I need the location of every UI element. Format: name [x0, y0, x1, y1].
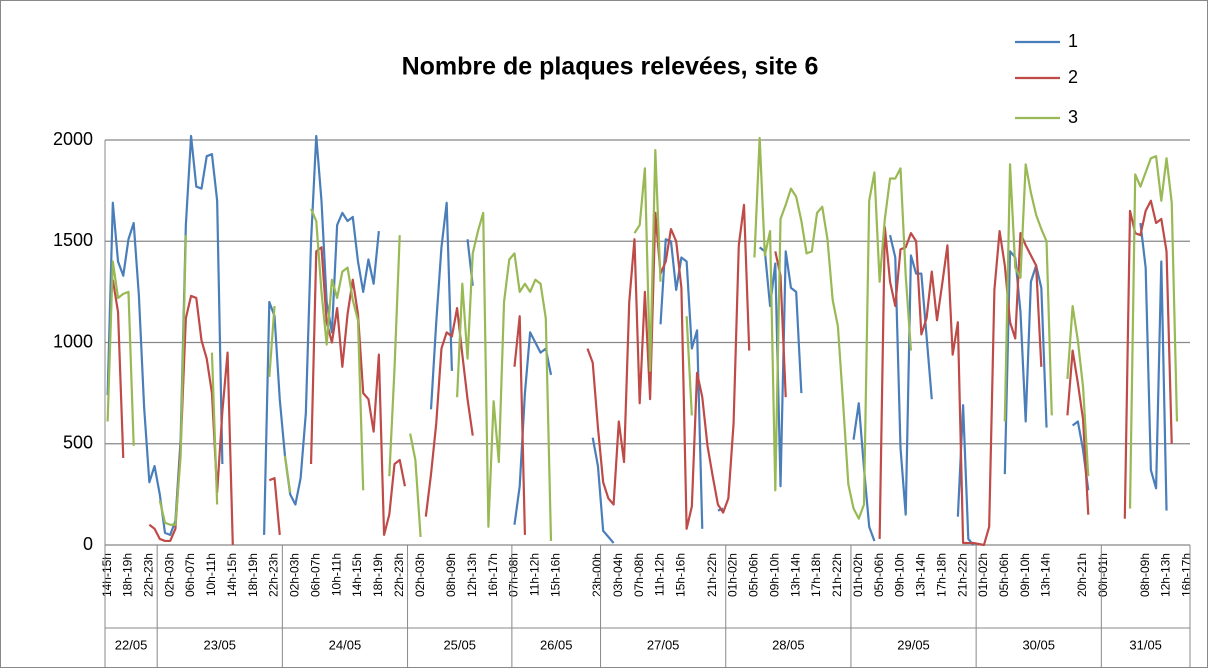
x-tick-label: 01h-02h	[851, 553, 865, 597]
x-tick-label: 05h-06h	[997, 553, 1011, 597]
x-tick-label: 18h-19h	[246, 553, 260, 597]
legend-label: 1	[1068, 31, 1078, 51]
y-tick-label: 1500	[53, 230, 93, 250]
x-tick-label: 22h-23h	[142, 553, 156, 597]
x-tick-label: 01h-02h	[976, 553, 990, 597]
x-tick-label: 18h-19h	[371, 553, 385, 597]
group-label: 29/05	[897, 637, 930, 652]
x-tick-label: 07h-08h	[632, 553, 646, 597]
x-tick-label: 11h-12h	[653, 553, 667, 596]
group-label: 24/05	[329, 637, 362, 652]
x-tick-label: 16h-17h	[1180, 553, 1194, 597]
y-tick-label: 1000	[53, 331, 93, 351]
group-label: 26/05	[540, 637, 573, 652]
x-tick-label: 06h-07h	[308, 553, 322, 597]
x-tick-label: 17h-18h	[809, 553, 823, 597]
y-tick-label: 2000	[53, 129, 93, 149]
legend-label: 2	[1068, 67, 1078, 87]
x-tick-label: 05h-06h	[872, 553, 886, 597]
x-tick-label: 20h-21h	[1075, 553, 1089, 597]
x-tick-label: 02h-03h	[162, 553, 176, 597]
group-label: 22/05	[115, 637, 148, 652]
x-tick-label: 05h-06h	[747, 553, 761, 597]
x-tick-label: 17h-18h	[934, 553, 948, 597]
x-tick-label: 09h-10h	[767, 553, 781, 597]
x-tick-label: 15h-16h	[674, 553, 688, 597]
group-label: 30/05	[1022, 637, 1055, 652]
chart-title: Nombre de plaques relevées, site 6	[402, 53, 819, 81]
group-label: 31/05	[1129, 637, 1162, 652]
x-tick-label: 16h-17h	[486, 553, 500, 597]
y-tick-label: 0	[83, 534, 93, 554]
x-tick-label: 01h-02h	[726, 553, 740, 597]
group-label: 23/05	[203, 637, 236, 652]
x-tick-label: 13h-14h	[788, 553, 802, 597]
x-tick-label: 14h-15h	[100, 553, 114, 597]
x-tick-label: 06h-07h	[183, 553, 197, 597]
series-line	[106, 136, 1179, 541]
series-line	[106, 134, 1168, 546]
x-tick-label: 09h-10h	[1018, 553, 1032, 597]
x-tick-label: 14h-15h	[225, 553, 239, 597]
x-tick-label: 08h-09h	[444, 553, 458, 597]
group-label: 27/05	[647, 637, 680, 652]
x-tick-label: 08h-09h	[1138, 553, 1152, 597]
y-tick-label: 500	[63, 433, 93, 453]
x-tick-label: 12h-13h	[1159, 553, 1173, 597]
x-tick-label: 10h-11h	[329, 553, 343, 596]
x-tick-label: 13h-14h	[1039, 553, 1053, 597]
x-tick-label: 15h-16h	[548, 553, 562, 597]
x-tick-label: 21h-22h	[705, 553, 719, 597]
group-label: 28/05	[772, 637, 805, 652]
x-tick-label: 21h-22h	[830, 553, 844, 597]
x-tick-label: 03h-04h	[611, 553, 625, 597]
x-tick-label: 07h-08h	[507, 553, 521, 597]
x-tick-label: 09h-10h	[893, 553, 907, 597]
x-tick-label: 00h-01h	[1096, 553, 1110, 597]
x-tick-label: 22h-23h	[267, 553, 281, 597]
x-tick-label: 23h-00h	[590, 553, 604, 597]
group-label: 25/05	[443, 637, 476, 652]
x-tick-label: 22h-23h	[392, 553, 406, 597]
legend-label: 3	[1068, 107, 1078, 127]
x-tick-label: 13h-14h	[914, 553, 928, 597]
x-tick-label: 11h-12h	[528, 553, 542, 596]
x-tick-label: 21h-22h	[955, 553, 969, 597]
x-tick-label: 02h-03h	[413, 553, 427, 597]
x-tick-label: 18h-19h	[121, 553, 135, 597]
x-tick-label: 14h-15h	[350, 553, 364, 597]
x-tick-label: 10h-11h	[204, 553, 218, 596]
x-tick-label: 02h-03h	[288, 553, 302, 597]
x-tick-label: 12h-13h	[465, 553, 479, 597]
